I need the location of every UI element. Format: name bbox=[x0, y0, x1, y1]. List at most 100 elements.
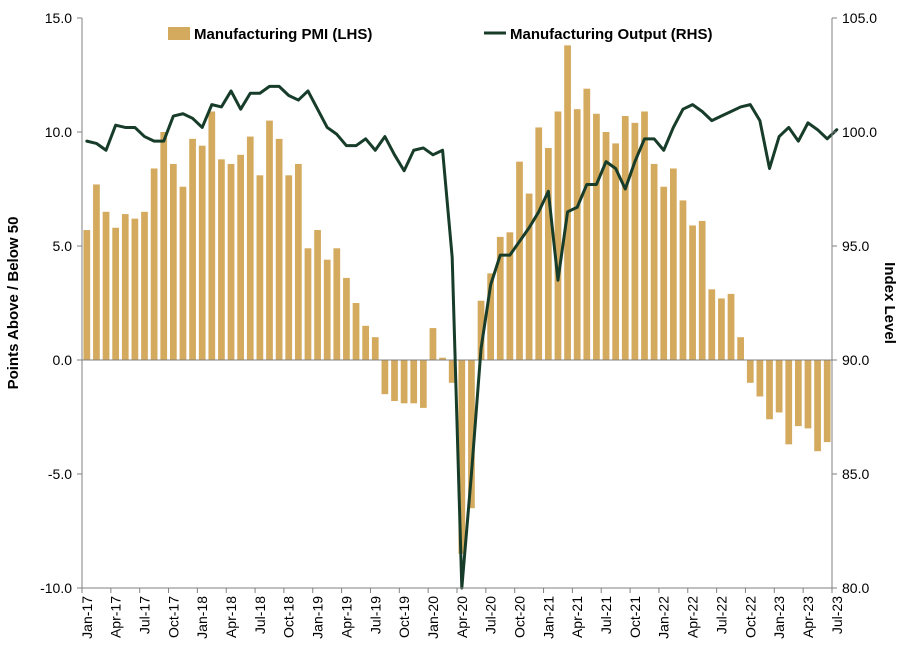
pmi-bar bbox=[150, 168, 158, 360]
pmi-bar bbox=[343, 277, 350, 360]
pmi-bar bbox=[266, 120, 273, 360]
right-axis-tick-label: 100.0 bbox=[842, 124, 877, 140]
x-axis-tick-label: Jul-19 bbox=[367, 596, 383, 634]
pmi-bar bbox=[381, 360, 389, 395]
pmi-bar bbox=[573, 109, 581, 360]
pmi-bar bbox=[477, 300, 485, 360]
x-axis-tick-label: Oct-18 bbox=[281, 596, 297, 638]
pmi-bar bbox=[83, 230, 91, 360]
pmi-bar bbox=[804, 360, 812, 429]
right-axis-tick-label: 90.0 bbox=[842, 352, 869, 368]
pmi-bar bbox=[535, 127, 543, 360]
x-axis-tick-label: Jan-21 bbox=[540, 596, 556, 639]
pmi-bar bbox=[275, 138, 283, 360]
pmi-bar bbox=[631, 122, 639, 360]
pmi-bar bbox=[737, 337, 745, 360]
x-axis-tick-label: Jan-18 bbox=[194, 596, 210, 639]
right-axis-tick-label: 85.0 bbox=[842, 466, 869, 482]
pmi-bar bbox=[602, 132, 610, 360]
pmi-bar bbox=[564, 45, 571, 361]
x-axis-tick-label: Apr-19 bbox=[338, 596, 354, 638]
pmi-bar bbox=[794, 360, 802, 427]
x-axis-tick-label: Oct-20 bbox=[512, 596, 528, 638]
x-axis-tick-label: Apr-22 bbox=[685, 596, 701, 638]
pmi-bar bbox=[391, 360, 398, 402]
pmi-bar bbox=[179, 186, 187, 360]
pmi-bar bbox=[294, 163, 302, 360]
pmi-bar bbox=[679, 200, 687, 360]
pmi-bar bbox=[496, 236, 504, 360]
pmi-bar bbox=[141, 211, 148, 360]
pmi-bar bbox=[544, 147, 552, 360]
x-axis-tick-label: Jul-23 bbox=[829, 596, 845, 634]
pmi-bar bbox=[102, 211, 110, 360]
pmi-bar bbox=[237, 154, 245, 360]
x-axis-tick-label: Jul-20 bbox=[483, 596, 499, 634]
pmi-bar bbox=[189, 138, 196, 360]
pmi-bar bbox=[246, 136, 254, 360]
pmi-bar bbox=[785, 360, 793, 445]
pmi-bar bbox=[131, 218, 139, 360]
pmi-bar bbox=[218, 159, 225, 360]
left-axis-tick-label: 15.0 bbox=[45, 10, 72, 26]
x-axis-tick-label: Oct-21 bbox=[627, 596, 643, 638]
pmi-bar bbox=[198, 145, 206, 360]
pmi-bar bbox=[650, 163, 658, 360]
pmi-bar bbox=[766, 360, 773, 420]
x-axis-tick-label: Jan-20 bbox=[425, 596, 441, 639]
pmi-bar bbox=[689, 225, 696, 360]
x-axis-tick-label: Jan-23 bbox=[771, 596, 787, 639]
pmi-bar bbox=[814, 360, 821, 452]
right-axis-ticks: 80.0 85.0 90.0 95.0 100.0 105.0 bbox=[832, 10, 877, 596]
pmi-bar bbox=[352, 303, 360, 360]
pmi-bar bbox=[823, 360, 831, 443]
right-axis-tick-label: 95.0 bbox=[842, 238, 869, 254]
pmi-bar bbox=[429, 328, 437, 360]
x-axis-tick-label: Apr-23 bbox=[800, 596, 816, 638]
pmi-bar bbox=[516, 161, 523, 360]
left-axis-tick-label: -5.0 bbox=[48, 466, 72, 482]
pmi-bar bbox=[160, 132, 168, 360]
x-axis-tick-label: Apr-21 bbox=[569, 596, 585, 638]
pmi-bar bbox=[727, 293, 735, 360]
pmi-bar bbox=[746, 360, 754, 383]
pmi-bar bbox=[93, 184, 100, 360]
pmi-bar bbox=[256, 175, 264, 360]
pmi-bar bbox=[487, 273, 495, 360]
pmi-bar bbox=[641, 111, 648, 360]
right-axis-tick-label: 105.0 bbox=[842, 10, 877, 26]
left-axis-tick-label: -10.0 bbox=[40, 580, 72, 596]
x-axis-tick-label: Jan-17 bbox=[79, 596, 95, 639]
pmi-bar bbox=[304, 248, 312, 360]
pmi-bar bbox=[400, 360, 408, 404]
left-axis-ticks: -10.0 -5.0 0.0 5.0 10.0 15.0 bbox=[40, 10, 82, 596]
x-axis-tick-label: Jul-22 bbox=[713, 596, 729, 634]
pmi-bar bbox=[708, 289, 716, 360]
pmi-bar bbox=[419, 360, 427, 408]
pmi-bar bbox=[169, 163, 177, 360]
pmi-bar bbox=[775, 360, 783, 413]
pmi-bar bbox=[333, 248, 341, 360]
x-axis-tick-label: Apr-20 bbox=[454, 596, 470, 638]
x-axis-tick-label: Oct-22 bbox=[742, 596, 758, 638]
y-axis-left-title: Points Above / Below 50 bbox=[5, 217, 22, 390]
y-axis-right-title: Index Level bbox=[881, 262, 898, 344]
pmi-bars bbox=[83, 45, 831, 554]
pmi-bar bbox=[285, 175, 293, 360]
legend-bar-label: Manufacturing PMI (LHS) bbox=[194, 26, 372, 43]
x-axis-tick-label: Jul-21 bbox=[598, 596, 614, 634]
x-axis-tick-label: Oct-19 bbox=[396, 596, 412, 638]
pmi-bar bbox=[718, 298, 725, 360]
pmi-bar bbox=[660, 186, 668, 360]
left-axis-tick-label: 10.0 bbox=[45, 124, 72, 140]
pmi-bar bbox=[112, 227, 120, 360]
x-axis-tick-label: Jul-18 bbox=[252, 596, 268, 634]
pmi-bar bbox=[227, 163, 235, 360]
left-axis-tick-label: 5.0 bbox=[53, 238, 73, 254]
legend-line-label: Manufacturing Output (RHS) bbox=[510, 26, 712, 43]
legend-bar-swatch bbox=[168, 27, 190, 40]
pmi-bar bbox=[323, 259, 331, 360]
x-axis-ticks: Jan-17 Apr-17 Jul-17 Oct-17 Jan-18 Apr-18 Jul-… bbox=[79, 588, 845, 639]
pmi-bar bbox=[506, 232, 514, 360]
x-axis-tick-label: Apr-17 bbox=[108, 596, 124, 638]
